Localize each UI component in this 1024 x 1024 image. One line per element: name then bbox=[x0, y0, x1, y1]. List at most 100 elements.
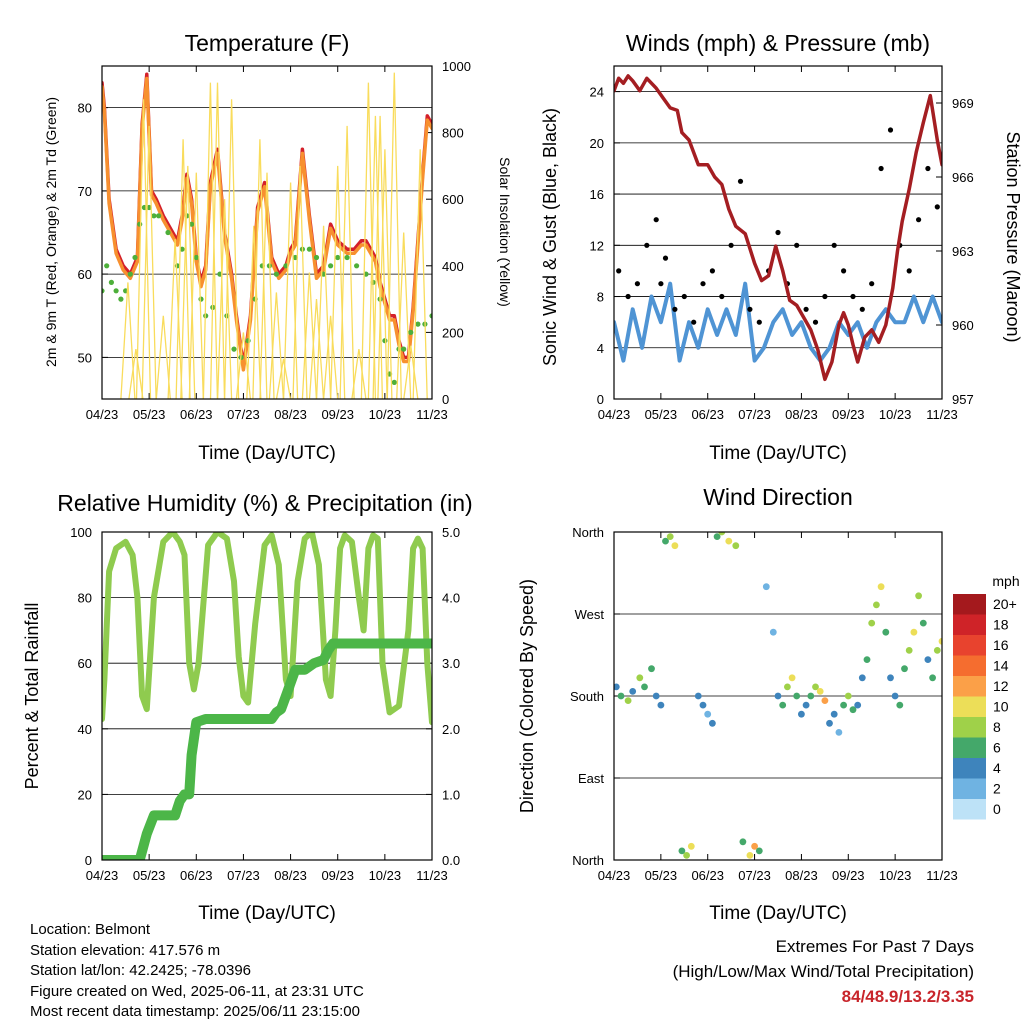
x-tick-label: 09/23 bbox=[832, 868, 865, 883]
y-tick-label: West bbox=[575, 607, 605, 622]
series-solar-insolation-pulse bbox=[128, 349, 144, 399]
series-direction-point bbox=[614, 683, 620, 691]
series-direction-point bbox=[933, 647, 941, 654]
series-gust-point bbox=[709, 268, 716, 274]
series-group bbox=[614, 74, 942, 382]
x-tick-label: 05/23 bbox=[645, 407, 678, 422]
series-2m-td-point bbox=[102, 288, 105, 294]
series-solar-insolation-pulse bbox=[308, 299, 325, 399]
series-2m-td-point bbox=[198, 296, 204, 302]
y-tick-label-right: 800 bbox=[442, 126, 464, 141]
x-axis-label: Time (Day/UTC) bbox=[198, 443, 336, 464]
series-direction-point bbox=[617, 692, 625, 700]
location-text: Location: Belmont bbox=[30, 921, 151, 938]
series-gust-point bbox=[662, 255, 669, 261]
colorbar-swatch bbox=[953, 655, 986, 676]
series-direction-point bbox=[849, 706, 857, 714]
series-direction-point bbox=[683, 852, 690, 859]
plot-frame bbox=[101, 65, 433, 400]
y-axis-label-right: Solar Insolation (Yellow) bbox=[497, 157, 513, 307]
y-tick-label: North bbox=[572, 525, 604, 540]
series-group bbox=[614, 532, 942, 859]
series-gust-point bbox=[700, 281, 706, 287]
y-tick-label: 0 bbox=[85, 853, 92, 868]
series-direction-point bbox=[788, 674, 796, 682]
x-tick-label: 09/23 bbox=[832, 407, 865, 422]
y-axis-label-right: Station Pressure (Maroon) bbox=[1003, 131, 1023, 342]
series-direction-point bbox=[666, 533, 674, 540]
series-2m-td-point bbox=[189, 221, 195, 227]
panel-title: Wind Direction bbox=[703, 484, 853, 510]
series-2m-td-point bbox=[306, 246, 312, 252]
series-solar-insolation-pulse bbox=[202, 82, 219, 399]
panel-title: Relative Humidity (%) & Precipitation (i… bbox=[57, 490, 472, 516]
panel-direction: Wind Direction Time (Day/UTC) Direction (C… bbox=[517, 484, 1020, 924]
series-direction-point bbox=[657, 701, 665, 709]
x-tick-label: 08/23 bbox=[785, 407, 818, 422]
colorbar-label: 12 bbox=[993, 678, 1009, 694]
y-tick-label-right: 400 bbox=[442, 259, 464, 274]
y-tick-label: 50 bbox=[78, 350, 92, 365]
series-direction-point bbox=[798, 710, 805, 718]
plot-frame bbox=[101, 531, 433, 861]
x-tick-label: 11/23 bbox=[416, 407, 448, 422]
colorbar-swatch bbox=[953, 799, 986, 820]
series-direction-point bbox=[938, 637, 942, 645]
y-tick-label: 24 bbox=[590, 85, 604, 100]
series-gust-point bbox=[925, 165, 931, 172]
series-direction-point bbox=[671, 542, 679, 550]
series-solar-insolation-pulse bbox=[360, 82, 377, 399]
colorbar-swatch bbox=[953, 676, 986, 697]
series-solar-insolation-pulse bbox=[155, 315, 171, 399]
series-solar-insolation-pulse bbox=[188, 172, 204, 399]
series-direction-point bbox=[769, 628, 777, 636]
series-2m-td-point bbox=[108, 279, 114, 285]
y-tick-label: 8 bbox=[597, 290, 604, 305]
series-gust-point bbox=[887, 127, 894, 133]
series-2m-td-point bbox=[231, 346, 237, 352]
y-axis-label-left: Direction (Colored By Speed) bbox=[517, 579, 537, 813]
series-2m-td-point bbox=[146, 204, 152, 211]
y-tick-label: 16 bbox=[590, 187, 604, 202]
panel-wind: Winds (mph) & Pressure (mb) Time (Day/UTC… bbox=[540, 30, 1023, 464]
series-direction-point bbox=[774, 692, 782, 700]
extremes-box: Extremes For Past 7 Days (High/Low/Max W… bbox=[673, 934, 974, 1009]
series-2m-td-point bbox=[382, 338, 388, 344]
series-direction-point bbox=[762, 583, 770, 591]
y-tick-label: North bbox=[572, 853, 604, 868]
series-direction-point bbox=[873, 601, 880, 609]
series-total-rainfall bbox=[102, 638, 432, 860]
y-tick-label: 40 bbox=[78, 722, 92, 737]
series-gust-point bbox=[644, 242, 650, 248]
series-2m-td-point bbox=[156, 213, 162, 219]
x-tick-label: 08/23 bbox=[274, 868, 307, 883]
series-direction-point bbox=[901, 665, 908, 673]
series-2m-td-point bbox=[429, 313, 432, 319]
plot-frame bbox=[613, 65, 943, 400]
y-tick-label: South bbox=[570, 689, 604, 704]
recent-data-text: Most recent data timestamp: 2025/06/11 2… bbox=[30, 1003, 360, 1020]
series-gust-point bbox=[756, 319, 762, 325]
colorbar-swatch bbox=[953, 696, 986, 717]
series-direction-point bbox=[896, 701, 904, 709]
series-direction-point bbox=[687, 842, 695, 850]
series-gust-point bbox=[916, 217, 922, 223]
series-solar-insolation-pulse bbox=[372, 115, 388, 399]
series-solar-insolation-pulse bbox=[275, 358, 292, 399]
series-2m-td-point bbox=[273, 271, 279, 277]
x-tick-label: 10/23 bbox=[369, 407, 402, 422]
series-gust-point bbox=[803, 306, 809, 312]
series-direction-point bbox=[802, 701, 810, 709]
series-2m-td-point bbox=[283, 263, 289, 269]
x-tick-label: 08/23 bbox=[785, 868, 818, 883]
series-2m-td-point bbox=[104, 263, 110, 269]
series-solar-insolation-pulse bbox=[180, 165, 196, 399]
y-tick-label-right: 960 bbox=[952, 318, 974, 333]
series-solar-insolation-pulse bbox=[252, 139, 268, 399]
series-direction-point bbox=[807, 692, 815, 700]
series-solar-insolation-pulse bbox=[282, 182, 299, 399]
y-tick-label: 60 bbox=[78, 656, 92, 671]
y-tick-label-right: 963 bbox=[952, 244, 974, 259]
plot-frame bbox=[613, 531, 943, 861]
y-tick-label: East bbox=[578, 771, 604, 786]
